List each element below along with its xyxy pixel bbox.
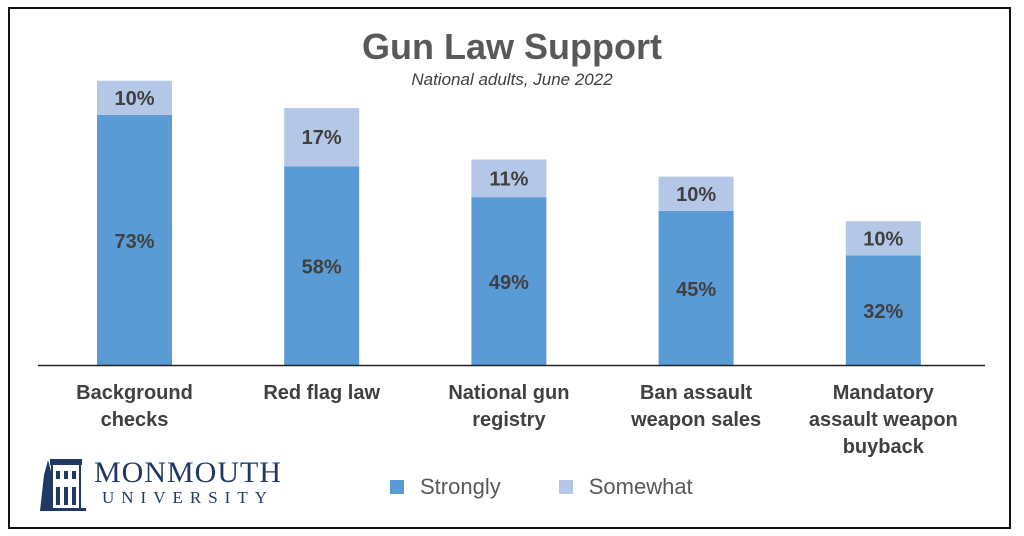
data-label: 45% [676,279,716,301]
category-label: Background checks [76,382,193,431]
legend-item-somewhat: Somewhat [558,474,693,500]
bar-strongly [658,210,734,365]
chart-subtitle: National adults, June 2022 [411,70,613,89]
category-label: Red flag law [263,382,381,404]
bar-strongly [97,114,172,365]
data-label: 49% [489,272,529,294]
building-icon [40,459,86,511]
logo-line1: MONMOUTH [94,456,282,489]
data-label: 11% [489,168,528,190]
bar-somewhat [284,108,360,167]
data-label: 17% [302,127,342,149]
legend-label: Somewhat [588,474,693,499]
bar-strongly [471,197,547,365]
legend-item-strongly: Strongly [390,474,501,500]
legend-label: Strongly [420,474,501,499]
data-label: 10% [114,88,154,110]
legend: Strongly Somewhat [390,474,693,500]
bar-somewhat [845,221,921,256]
bar-strongly [845,255,921,365]
logo-line2: UNIVERSITY [102,488,274,507]
bar-somewhat [97,80,172,115]
chart-frame [8,7,1011,529]
chart-title: Gun Law Support [362,26,662,67]
data-label: 10% [863,228,903,250]
legend-swatch-strongly [390,480,404,494]
bar-strongly [284,166,360,365]
category-label: National gun registry [448,382,570,431]
monmouth-logo: MONMOUTH UNIVERSITY [38,455,282,511]
data-label: 58% [302,257,342,279]
data-label: 73% [114,231,154,253]
legend-swatch-somewhat [558,480,573,494]
category-label: Ban assault weapon sales [631,382,762,431]
category-label: Mandatory assault weapon buyback [808,382,958,458]
bar-somewhat [658,176,734,211]
bar-somewhat [471,159,547,198]
data-label: 32% [863,301,903,323]
data-label: 10% [676,184,716,206]
